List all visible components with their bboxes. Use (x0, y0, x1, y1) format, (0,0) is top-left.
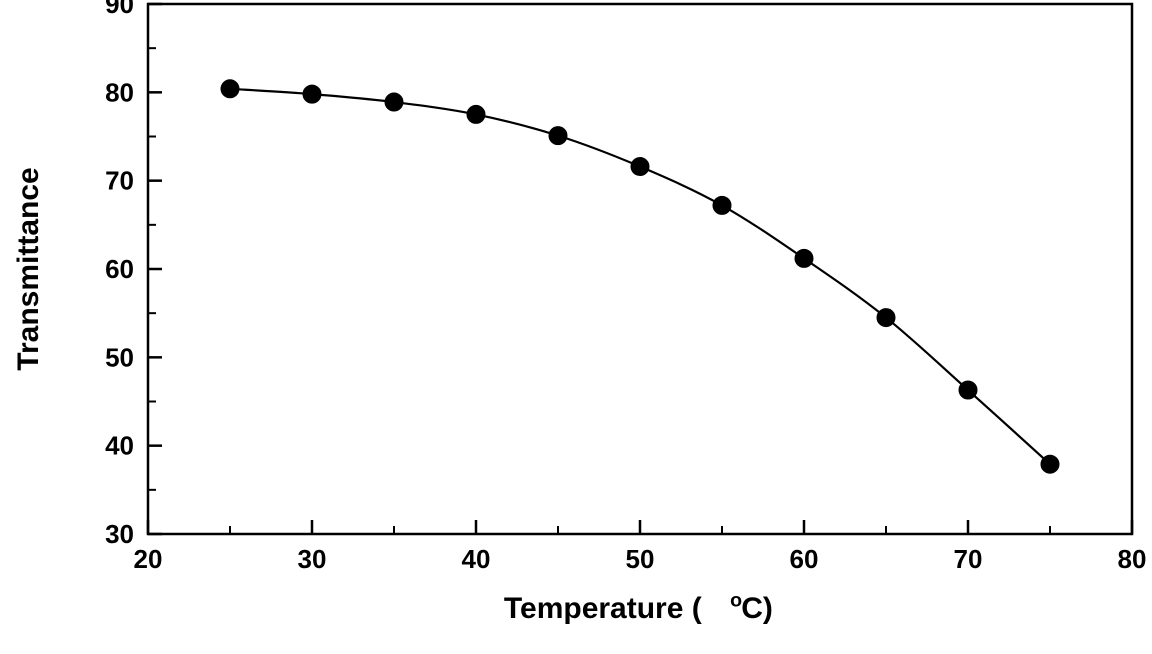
chart-svg: 2030405060708030405060708090Temperature … (0, 0, 1152, 654)
y-tick-label: 40 (105, 431, 134, 461)
data-marker (385, 93, 403, 111)
x-tick-label: 40 (462, 544, 491, 574)
x-tick-label: 60 (790, 544, 819, 574)
data-marker (631, 158, 649, 176)
data-marker (303, 85, 321, 103)
data-marker (877, 309, 895, 327)
data-marker (549, 127, 567, 145)
y-axis-label: Transmittance (12, 167, 45, 370)
y-tick-label: 30 (105, 519, 134, 549)
data-marker (467, 105, 485, 123)
data-marker (795, 249, 813, 267)
x-tick-label: 30 (298, 544, 327, 574)
data-marker (1041, 455, 1059, 473)
data-marker (959, 381, 977, 399)
y-tick-label: 50 (105, 342, 134, 372)
y-tick-label: 90 (105, 0, 134, 19)
data-marker (713, 196, 731, 214)
x-tick-label: 80 (1118, 544, 1147, 574)
data-marker (221, 80, 239, 98)
y-tick-label: 80 (105, 77, 134, 107)
y-tick-label: 70 (105, 166, 134, 196)
x-tick-label: 50 (626, 544, 655, 574)
x-axis-label-part: Temperature ( (504, 592, 702, 625)
chart-container: 2030405060708030405060708090Temperature … (0, 0, 1152, 654)
y-tick-label: 60 (105, 254, 134, 284)
x-tick-label: 70 (954, 544, 983, 574)
x-axis-label-part: C) (741, 592, 773, 625)
x-tick-label: 20 (134, 544, 163, 574)
